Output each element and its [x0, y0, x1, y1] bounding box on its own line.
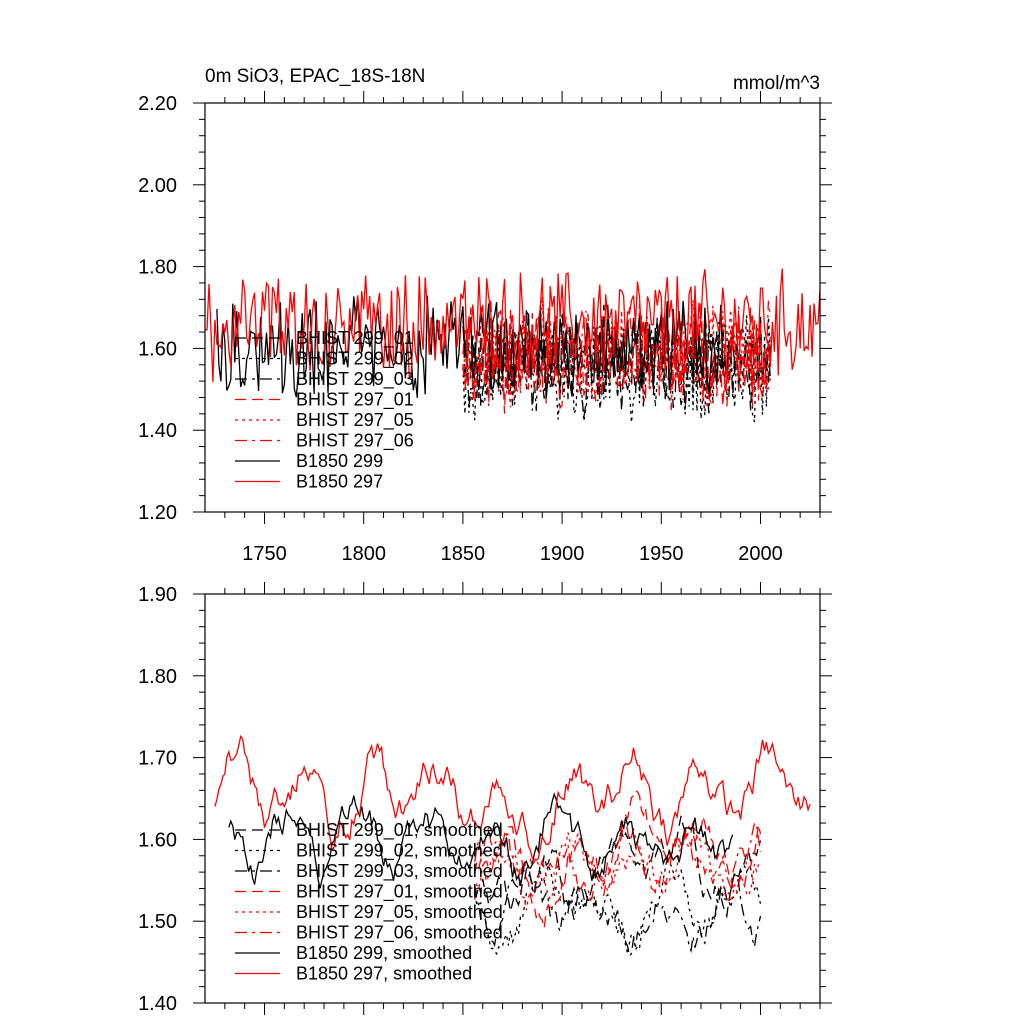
series-line-bottom-4 — [474, 819, 762, 911]
series-line-top-6 — [216, 295, 732, 399]
y-tick-label: 1.80 — [138, 666, 177, 688]
legend-label: BHIST 299_01, smoothed — [296, 820, 503, 841]
legend-label: BHIST 297_06 — [296, 431, 414, 452]
legend-label: BHIST 297_01 — [296, 390, 414, 411]
legend-label: B1850 299, smoothed — [296, 943, 472, 963]
series-lines — [205, 268, 820, 423]
legend-label: BHIST 297_01, smoothed — [296, 882, 503, 903]
legend-label: BHIST 299_03, smoothed — [296, 861, 503, 882]
y-tick-label: 1.60 — [138, 338, 177, 360]
x-tick-label: 1800 — [341, 543, 386, 565]
y-tick-label: 1.50 — [138, 911, 177, 933]
units-label: mmol/m^3 — [733, 73, 820, 94]
series-line-bottom-2 — [474, 864, 762, 958]
series-line-bottom-3 — [474, 789, 762, 929]
legend-label: BHIST 299_02, smoothed — [296, 841, 503, 862]
legend-label: B1850 297 — [296, 472, 383, 492]
x-tick-label: 2000 — [738, 543, 783, 565]
y-tick-label: 1.60 — [138, 829, 177, 851]
y-tick-label: 1.40 — [138, 993, 177, 1015]
x-tick-label: 1850 — [441, 543, 486, 565]
x-tick-label: 1900 — [540, 543, 585, 565]
bottom-chart-panel: 1.40 1.50 1.60 1.70 1.80 1.90 BHIST 299_01, sm… — [138, 582, 832, 1015]
x-tick-label: 1750 — [242, 543, 287, 565]
series-line-top-7 — [205, 268, 820, 385]
series-line-bottom-7 — [214, 734, 811, 861]
plot-frame — [204, 593, 821, 1004]
y-tick-label: 2.20 — [138, 93, 177, 115]
series-line-bottom-5 — [474, 819, 762, 902]
series-line-bottom-1 — [474, 855, 762, 956]
y-tick-label: 1.70 — [138, 748, 177, 770]
y-tick-label: 1.80 — [138, 257, 177, 279]
series-lines — [214, 734, 811, 958]
y-tick-label: 1.40 — [138, 420, 177, 442]
legend-label: BHIST 297_05 — [296, 410, 414, 431]
legend-label: B1850 299 — [296, 451, 383, 471]
plot-frame — [204, 102, 821, 513]
legend-label: BHIST 297_05, smoothed — [296, 902, 503, 923]
y-tick-label: 1.20 — [138, 502, 177, 524]
legend-label: BHIST 297_06, smoothed — [296, 923, 503, 944]
chart-title: 0m SiO3, EPAC_18S-18N — [205, 66, 425, 87]
series-line-bottom-6 — [228, 792, 734, 889]
x-tick-label: 1950 — [639, 543, 684, 565]
y-tick-label: 1.90 — [138, 584, 177, 606]
legend-label: B1850 297, smoothed — [296, 964, 472, 984]
legend-label: BHIST 299_01 — [296, 328, 414, 349]
legend-label: BHIST 299_02 — [296, 349, 414, 370]
y-tick-label: 2.00 — [138, 175, 177, 197]
top-chart-panel: 1750 1800 1850 1900 1950 2000 1.20 1.40 1.60 1.80… — [138, 66, 832, 565]
legend-label: BHIST 299_03 — [296, 369, 414, 390]
